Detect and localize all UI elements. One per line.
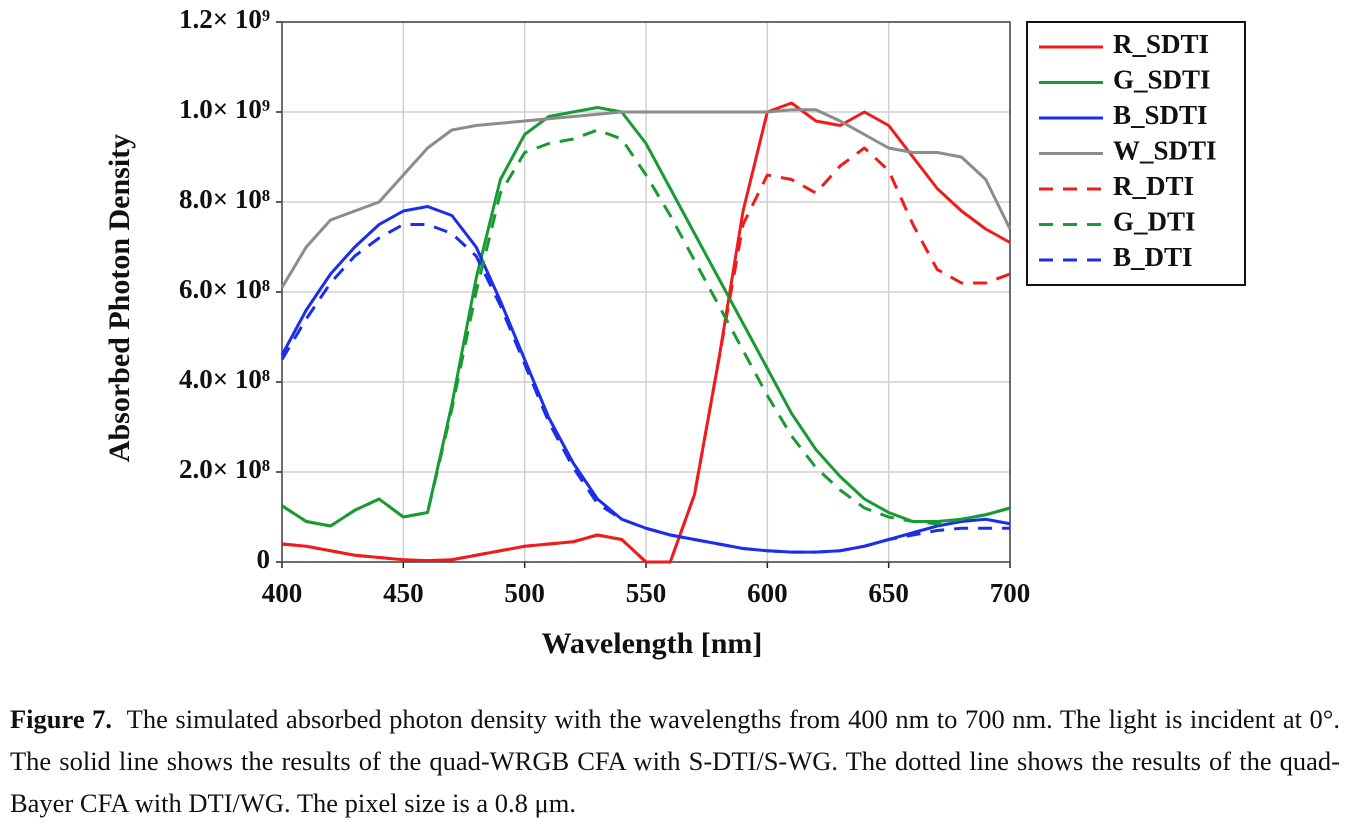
y-tick-label: 4.0× 10⁸ [179, 364, 270, 394]
x-tick-label: 700 [990, 578, 1031, 608]
legend-label: W_SDTI [1113, 136, 1217, 166]
series-line [280, 223, 1010, 554]
y-axis-title: Absorbed Photon Density [103, 134, 136, 462]
caption-label: Figure 7. [10, 704, 113, 734]
legend-label: R_DTI [1113, 171, 1194, 201]
caption: Figure 7. The simulated absorbed photon … [10, 698, 1340, 824]
legend-label: G_DTI [1113, 207, 1196, 237]
x-tick-label: 500 [504, 578, 545, 608]
legend-label: B_SDTI [1113, 100, 1208, 130]
series-line [281, 106, 1011, 528]
x-tick-label: 400 [262, 578, 303, 608]
series-line [281, 128, 1011, 528]
x-tick-label: 650 [868, 578, 909, 608]
legend-label: R_SDTI [1113, 29, 1209, 59]
x-tick-label: 450 [383, 578, 424, 608]
legend-box [1026, 21, 1246, 286]
legend-label: B_DTI [1113, 242, 1193, 272]
y-tick-label: 1.0× 10⁹ [179, 94, 270, 124]
chart: Wavelength [nm] Absorbed Photon Density … [103, 4, 1246, 660]
y-tick-label: 1.2× 10⁹ [179, 4, 270, 34]
legend-label: G_SDTI [1113, 65, 1211, 95]
caption-text: The simulated absorbed photon density wi… [10, 704, 1340, 818]
x-tick-label: 550 [626, 578, 667, 608]
x-axis-title: Wavelength [nm] [542, 627, 763, 660]
y-tick-label: 2.0× 10⁸ [179, 454, 270, 484]
y-tick-label: 6.0× 10⁸ [179, 274, 270, 304]
series-line [280, 108, 1012, 289]
x-tick-label: 600 [747, 578, 788, 608]
y-tick-label: 8.0× 10⁸ [179, 184, 270, 214]
series-line [281, 146, 1011, 564]
y-tick-label: 0 [257, 544, 271, 574]
